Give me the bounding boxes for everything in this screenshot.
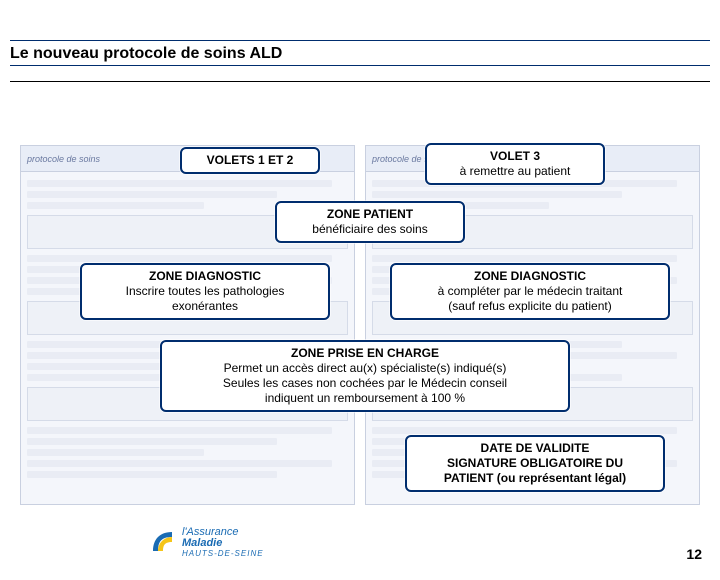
callout-date-validite: DATE DE VALIDITE SIGNATURE OBLIGATOIRE D…	[405, 435, 665, 492]
callout-text: ZONE PATIENT	[287, 207, 453, 222]
logo-text: l'Assurance Maladie HAUTS-DE-SEINE	[182, 527, 264, 558]
logo-line3: HAUTS-DE-SEINE	[182, 550, 264, 558]
logo: l'Assurance Maladie HAUTS-DE-SEINE	[150, 527, 264, 558]
page-title: Le nouveau protocole de soins ALD	[10, 45, 710, 63]
callout-text: DATE DE VALIDITE	[417, 441, 653, 456]
callout-text: ZONE PRISE EN CHARGE	[172, 346, 558, 361]
title-bar: Le nouveau protocole de soins ALD	[10, 40, 710, 66]
callout-text: PATIENT (ou représentant légal)	[417, 471, 653, 486]
form-image-left: protocole de soins	[20, 145, 355, 505]
callout-text: Seules les cases non cochées par le Méde…	[172, 376, 558, 391]
logo-mark-icon	[150, 529, 176, 555]
title-underline: ________________________________________…	[10, 66, 710, 84]
callout-zone-diagnostic-right: ZONE DIAGNOSTIC à compléter par le médec…	[390, 263, 670, 320]
callout-zone-diagnostic-left: ZONE DIAGNOSTIC Inscrire toutes les path…	[80, 263, 330, 320]
callout-text: ZONE DIAGNOSTIC	[402, 269, 658, 284]
callout-text: VOLETS 1 ET 2	[192, 153, 308, 168]
callout-text: Inscrire toutes les pathologies	[92, 284, 318, 299]
callout-text: indiquent un remboursement à 100 %	[172, 391, 558, 406]
callout-zone-prise-en-charge: ZONE PRISE EN CHARGE Permet un accès dir…	[160, 340, 570, 412]
page-number: 12	[686, 546, 702, 562]
callout-text: SIGNATURE OBLIGATOIRE DU	[417, 456, 653, 471]
callout-zone-patient: ZONE PATIENT bénéficiaire des soins	[275, 201, 465, 243]
callout-volets-1-2: VOLETS 1 ET 2	[180, 147, 320, 174]
callout-volet-3: VOLET 3 à remettre au patient	[425, 143, 605, 185]
callout-text: VOLET 3	[437, 149, 593, 164]
callout-text: Permet un accès direct au(x) spécialiste…	[172, 361, 558, 376]
callout-text: exonérantes	[92, 299, 318, 314]
callout-text: à compléter par le médecin traitant	[402, 284, 658, 299]
callout-text: (sauf refus explicite du patient)	[402, 299, 658, 314]
forms-area: protocole de soins protocole de soins	[20, 145, 700, 505]
callout-text: ZONE DIAGNOSTIC	[92, 269, 318, 284]
callout-text: à remettre au patient	[437, 164, 593, 179]
callout-text: bénéficiaire des soins	[287, 222, 453, 237]
